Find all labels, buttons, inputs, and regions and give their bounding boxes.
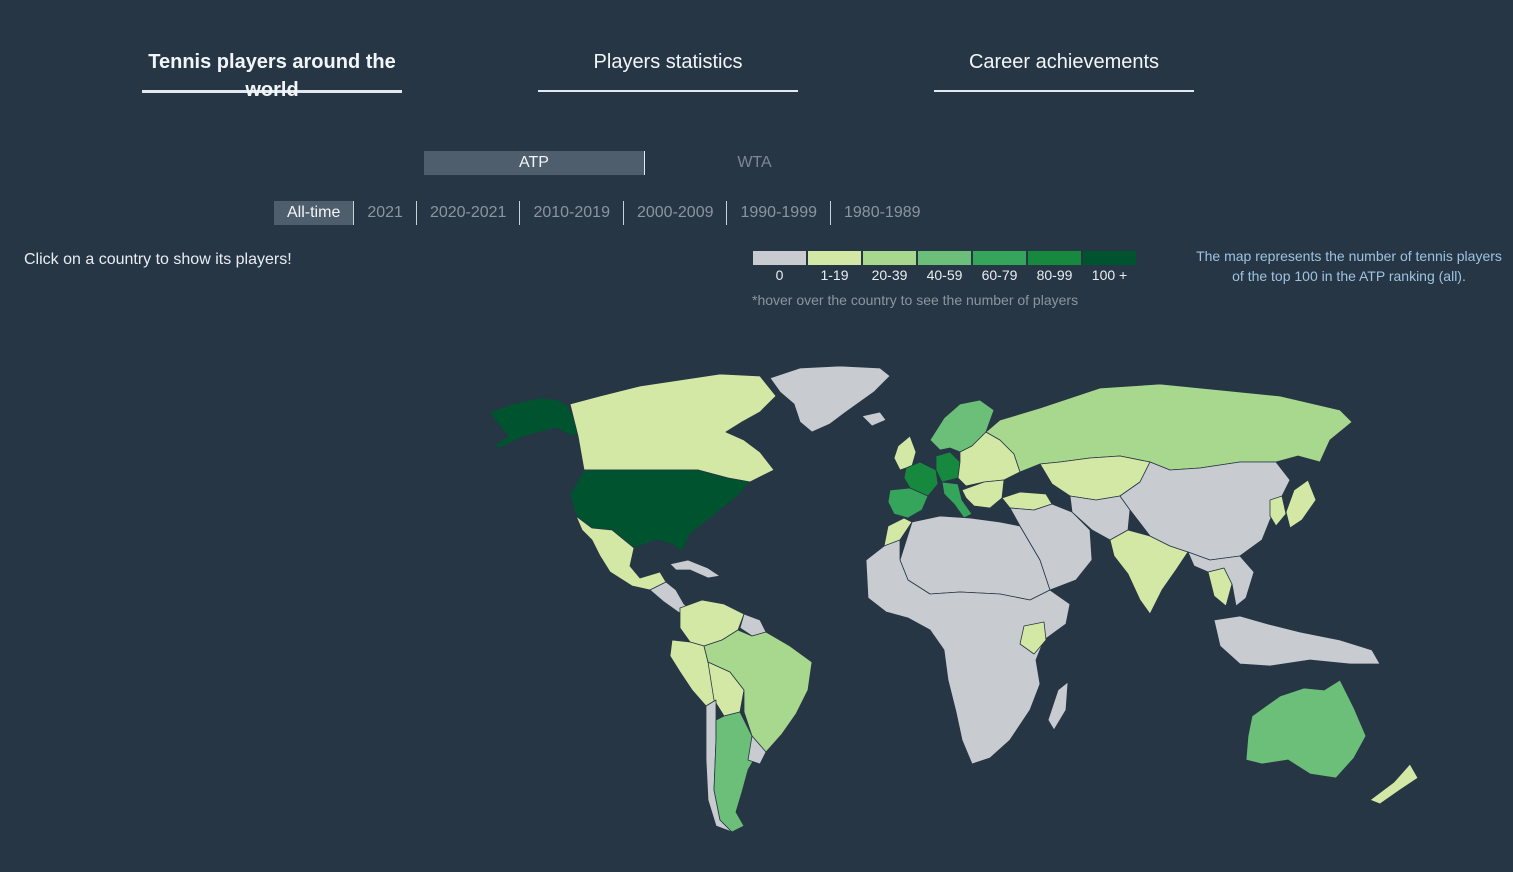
region-indonesia[interactable]	[1213, 615, 1381, 667]
region-argentina[interactable]	[713, 711, 757, 833]
legend-swatch	[917, 250, 972, 266]
tab-underline	[142, 90, 402, 93]
region-japan[interactable]	[1285, 479, 1317, 529]
world-map	[489, 365, 1419, 833]
tab-players-around-world[interactable]: Tennis players around the world	[142, 48, 402, 101]
period-1990-1999[interactable]: 1990-1999	[727, 201, 831, 225]
region-balkans[interactable]	[961, 479, 1005, 509]
region-eastern-europe[interactable]	[957, 431, 1021, 487]
region-caribbean[interactable]	[669, 559, 721, 579]
tab-underline	[934, 90, 1194, 92]
tab-label: Tennis players around the world	[148, 51, 396, 101]
region-middle-east[interactable]	[1009, 503, 1093, 591]
region-sub-saharan-africa[interactable]	[865, 539, 1071, 765]
legend-swatches	[752, 250, 1137, 266]
region-russia[interactable]	[985, 383, 1353, 473]
legend-swatch	[1027, 250, 1082, 266]
legend-labels: 0 1-19 20-39 40-59 60-79 80-99 100 +	[752, 267, 1137, 283]
wta-button[interactable]: WTA	[737, 154, 772, 171]
legend-label: 80-99	[1036, 267, 1073, 283]
region-canada[interactable]	[569, 373, 777, 483]
period-2020-2021[interactable]: 2020-2021	[417, 201, 521, 225]
tab-label: Career achievements	[968, 51, 1160, 73]
legend-label: 60-79	[981, 267, 1018, 283]
region-kenya[interactable]	[1019, 621, 1047, 655]
legend-swatch	[862, 250, 917, 266]
region-australia[interactable]	[1245, 679, 1367, 779]
tab-career-achievements[interactable]: Career achievements	[934, 48, 1194, 92]
legend-label: 0	[775, 267, 784, 283]
legend-label: 20-39	[871, 267, 908, 283]
period-2000-2009[interactable]: 2000-2009	[624, 201, 728, 225]
tab-underline	[538, 90, 798, 92]
tab-label: Players statistics	[593, 51, 743, 73]
legend-label: 100 +	[1091, 267, 1128, 283]
period-all-time[interactable]: All-time	[274, 201, 355, 225]
period-selector: All-time 2021 2020-2021 2010-2019 2000-2…	[274, 201, 934, 225]
region-korea[interactable]	[1269, 495, 1287, 527]
map-description: The map represents the number of tennis …	[1196, 248, 1502, 284]
legend-swatch	[807, 250, 862, 266]
legend-swatch	[972, 250, 1027, 266]
region-brazil[interactable]	[703, 629, 813, 753]
region-morocco[interactable]	[883, 517, 913, 547]
legend-swatch	[1082, 250, 1137, 266]
period-2021[interactable]: 2021	[354, 201, 417, 225]
legend-label: 40-59	[926, 267, 963, 283]
region-new-zealand[interactable]	[1369, 763, 1419, 805]
tab-players-statistics[interactable]: Players statistics	[538, 48, 798, 92]
period-1980-1989[interactable]: 1980-1989	[844, 204, 921, 221]
region-greenland[interactable]	[769, 365, 891, 433]
region-india[interactable]	[1109, 529, 1189, 615]
legend-label: 1-19	[820, 267, 849, 283]
atp-button[interactable]: ATP	[424, 151, 645, 175]
legend-swatch	[752, 250, 807, 266]
region-alaska[interactable]	[489, 397, 581, 449]
map-hint: Click on a country to show its players!	[24, 251, 292, 268]
period-2010-2019[interactable]: 2010-2019	[520, 201, 624, 225]
region-italy[interactable]	[941, 481, 973, 519]
region-uruguay[interactable]	[747, 735, 767, 765]
tour-toggle: ATP WTA	[424, 151, 864, 175]
legend-note: *hover over the country to see the numbe…	[752, 292, 1079, 308]
region-madagascar[interactable]	[1047, 681, 1069, 731]
region-southeast-asia[interactable]	[1187, 551, 1255, 607]
region-france[interactable]	[903, 461, 939, 497]
color-legend: 0 1-19 20-39 40-59 60-79 80-99 100 + *ho…	[752, 250, 1137, 308]
region-iceland[interactable]	[861, 411, 887, 427]
region-germany[interactable]	[935, 451, 961, 483]
